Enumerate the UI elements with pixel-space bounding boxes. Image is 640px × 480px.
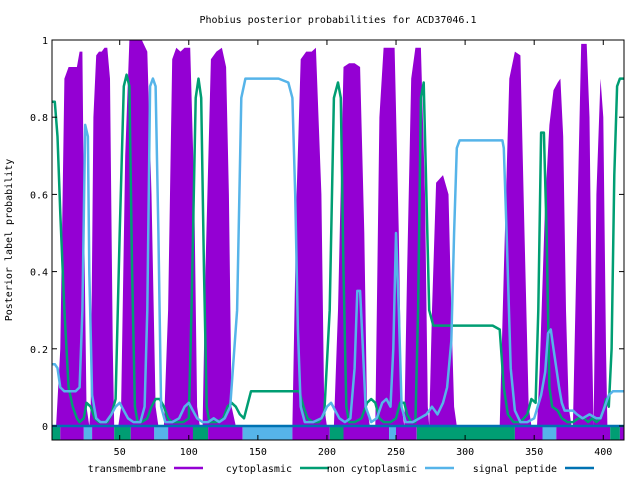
x-tick-label: 350: [525, 447, 543, 458]
topology-segment-tm: [130, 426, 155, 440]
y-tick-label: 0.8: [30, 113, 48, 124]
topology-segment-tm: [556, 426, 611, 440]
topology-segment-tm: [619, 426, 624, 440]
chart-title: Phobius posterior probabilities for ACD3…: [200, 15, 477, 26]
y-tick-label: 0: [42, 422, 48, 433]
topology-segment-noncyto: [83, 426, 93, 440]
legend-label-transmembrane: transmembrane: [88, 464, 166, 475]
topology-segment-cyto: [52, 426, 61, 440]
topology-segment-tm: [168, 426, 193, 440]
topology-segment-tm: [60, 426, 84, 440]
transmembrane-fill-layer: [52, 40, 624, 426]
topology-segment-noncyto: [242, 426, 293, 440]
topology-segment-noncyto: [154, 426, 168, 440]
topology-segment-tm: [396, 426, 417, 440]
legend-label-signal-peptide: signal peptide: [473, 464, 557, 475]
topology-segment-cyto: [416, 426, 515, 440]
x-tick-label: 100: [180, 447, 198, 458]
legend-label-non-cytoplasmic: non cytoplasmic: [327, 464, 417, 475]
y-tick-label: 0.6: [30, 190, 48, 201]
topology-segment-tm: [343, 426, 390, 440]
series-non-cytoplasmic-line: [52, 77, 624, 424]
topology-segment-tm: [292, 426, 330, 440]
x-tick-label: 150: [249, 447, 267, 458]
y-tick-label: 0.2: [30, 345, 48, 356]
topology-band: [52, 426, 624, 440]
series-cytoplasmic-line: [52, 73, 624, 424]
topology-segment-tm: [514, 426, 543, 440]
plot-frame: [51, 39, 625, 441]
probability-lines-layer: [52, 73, 624, 428]
x-tick-label: 200: [318, 447, 336, 458]
topology-segment-cyto: [192, 426, 209, 440]
topology-segment-noncyto: [542, 426, 557, 440]
x-tick-label: 300: [456, 447, 474, 458]
series-transmembrane-area: [52, 40, 624, 426]
topology-segment-cyto: [114, 426, 131, 440]
x-tick-label: 50: [114, 447, 126, 458]
y-axis-label: Posterior label probability: [4, 159, 15, 322]
legend: transmembrane cytoplasmic non cytoplasmic s…: [88, 464, 594, 475]
topology-segment-tm: [208, 426, 243, 440]
legend-label-cytoplasmic: cytoplasmic: [226, 464, 292, 475]
x-tick-label: 250: [387, 447, 405, 458]
topology-segment-cyto: [329, 426, 344, 440]
topology-segment-tm: [92, 426, 115, 440]
y-tick-label: 0.4: [30, 268, 48, 279]
y-tick-label: 1: [42, 36, 48, 47]
topology-segment-cyto: [610, 426, 620, 440]
topology-segment-noncyto: [389, 426, 396, 440]
x-tick-label: 400: [594, 447, 612, 458]
